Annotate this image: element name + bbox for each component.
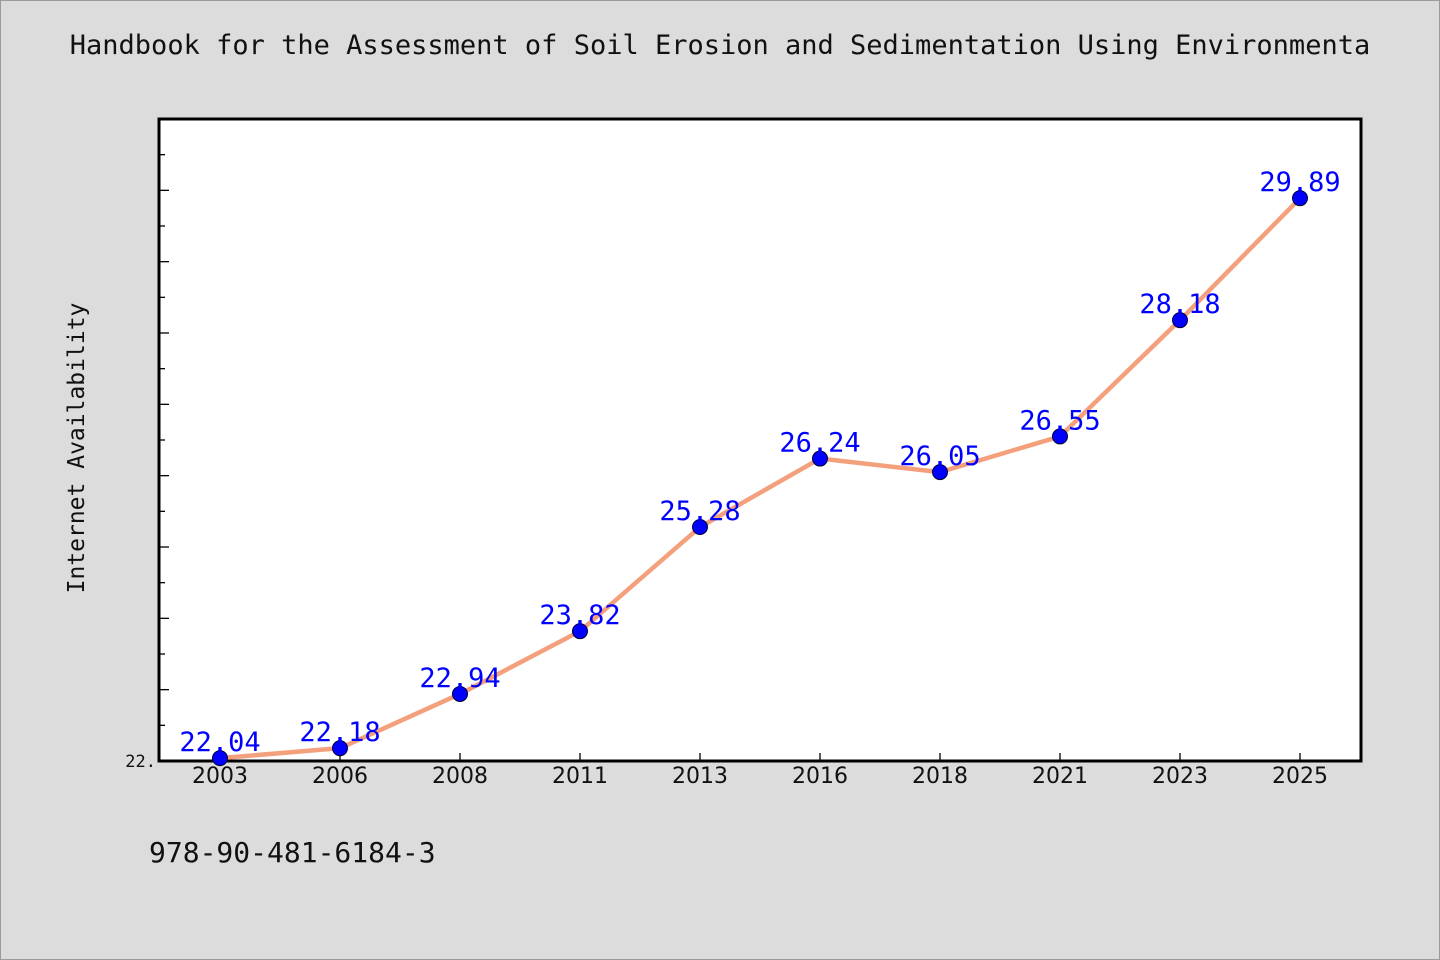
data-label: 28.18 <box>1139 289 1220 320</box>
x-tick-label: 2025 <box>1272 764 1328 789</box>
data-point <box>692 519 708 536</box>
data-label: 26.24 <box>779 428 860 459</box>
x-tick-label: 2016 <box>792 764 848 789</box>
data-label: 22.94 <box>419 663 500 694</box>
data-labels: 22.04 22.18 22.94 23.82 25.28 26.24 26.05 26.55… <box>179 167 1340 758</box>
data-point <box>1172 312 1188 329</box>
data-point <box>1292 190 1308 207</box>
data-point <box>932 464 948 481</box>
plot-area <box>157 117 1363 763</box>
data-label: 23.82 <box>539 600 620 631</box>
data-label: 26.55 <box>1019 405 1100 436</box>
data-point <box>212 750 228 767</box>
data-label: 26.05 <box>899 441 980 472</box>
x-tick-label: 2021 <box>1032 764 1088 789</box>
y-tick-label: 22. <box>125 752 156 772</box>
series-lines <box>217 195 1303 761</box>
isbn-text: 978-90-481-6184-3 <box>149 836 436 869</box>
data-point <box>572 623 588 640</box>
data-point <box>1052 428 1068 445</box>
chart-title: Handbook for the Assessment of Soil Eros… <box>69 30 1371 61</box>
x-tick-label: 2023 <box>1152 764 1208 789</box>
data-point <box>332 740 348 757</box>
x-tick-label: 2008 <box>432 764 488 789</box>
x-tick-label: 2011 <box>552 764 608 789</box>
data-label: 22.04 <box>179 727 260 758</box>
data-label: 25.28 <box>659 496 740 527</box>
x-tick-label: 2003 <box>192 764 248 789</box>
data-point <box>812 450 828 467</box>
series-line <box>217 195 1303 761</box>
x-tick-label: 2006 <box>312 764 368 789</box>
data-label: 22.18 <box>299 717 380 748</box>
y-axis-tick-labels: 22. <box>125 752 156 772</box>
data-markers <box>212 190 1308 767</box>
y-axis-ticks <box>159 154 169 726</box>
x-tick-label: 2018 <box>912 764 968 789</box>
x-axis-tick-labels: 2003 2006 2008 2011 2013 2016 2018 2021 2023 2025 <box>192 764 1328 789</box>
data-label: 29.89 <box>1259 167 1340 198</box>
x-tick-label: 2013 <box>672 764 728 789</box>
data-point <box>452 685 468 702</box>
